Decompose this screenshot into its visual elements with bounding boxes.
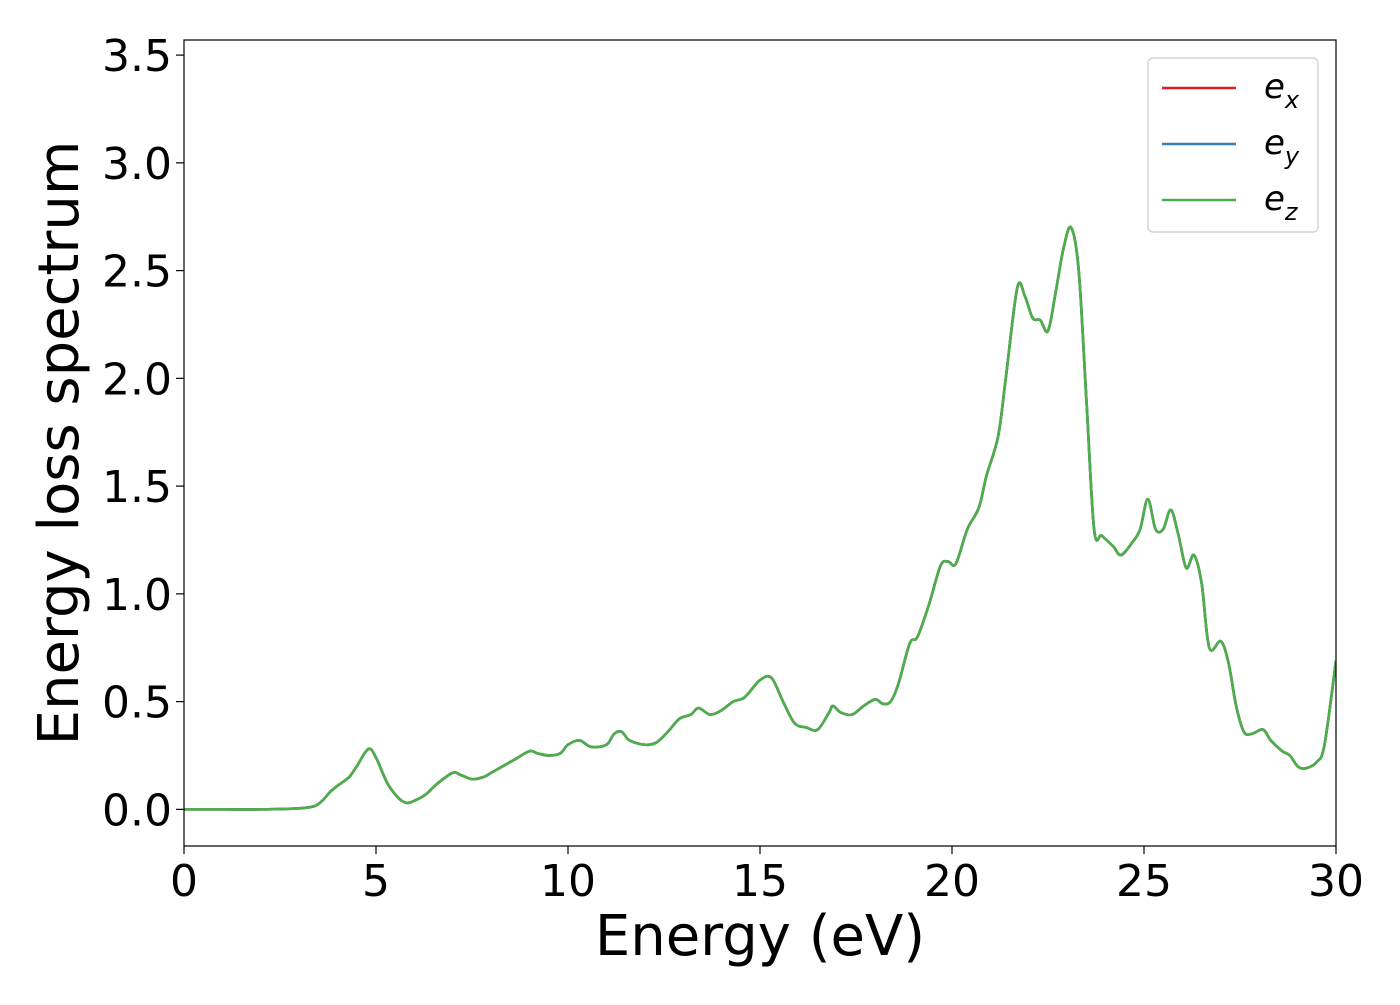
legend-label-subscript: x — [1284, 86, 1300, 114]
x-tick-label: 20 — [924, 856, 980, 907]
y-tick-label: 3.5 — [102, 31, 172, 82]
ticks: 0 5 10 15 20 25 30 0.0 0.5 1.0 1.5 2.0 2.5 3.0 3.5 — [102, 31, 1364, 907]
y-tick-label: 1.0 — [102, 570, 172, 621]
series-line-e-x — [184, 225, 1336, 811]
series-line-e-y — [184, 225, 1336, 811]
legend-label-base: e — [1264, 67, 1285, 107]
legend-label-subscript: y — [1284, 142, 1300, 170]
y-tick-label: 1.5 — [102, 462, 172, 513]
y-tick-label: 0.5 — [102, 678, 172, 729]
x-axis-label: Energy (eV) — [595, 904, 925, 969]
y-tick-label: 2.0 — [102, 354, 172, 405]
series-line-e-z — [184, 225, 1336, 811]
x-tick-label: 25 — [1116, 856, 1172, 907]
plot-area — [184, 225, 1336, 811]
x-tick-label: 30 — [1308, 856, 1364, 907]
legend-label-base: e — [1264, 123, 1285, 163]
x-tick-label: 15 — [732, 856, 788, 907]
legend-label-subscript: z — [1284, 198, 1299, 226]
y-tick-label: 2.5 — [102, 247, 172, 298]
legend-label-e-z: ez — [1264, 179, 1299, 226]
x-tick-label: 10 — [540, 856, 596, 907]
y-axis-label: Energy loss spectrum — [27, 141, 92, 746]
y-tick-label: 3.0 — [102, 139, 172, 190]
x-tick-label: 0 — [170, 856, 198, 907]
legend-label-e-x: ex — [1264, 67, 1300, 114]
legend-label-e-y: ey — [1264, 123, 1300, 170]
y-tick-label: 0.0 — [102, 785, 172, 836]
x-tick-label: 5 — [362, 856, 390, 907]
legend-label-base: e — [1264, 179, 1285, 219]
